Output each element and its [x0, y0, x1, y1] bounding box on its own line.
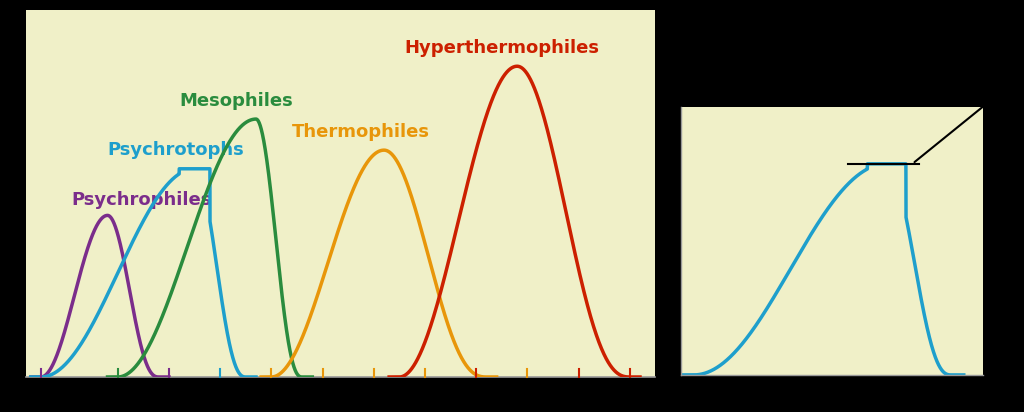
- Text: Psychrotophs: Psychrotophs: [108, 141, 245, 159]
- Text: Psychrophiles: Psychrophiles: [72, 191, 212, 209]
- Text: Thermophiles: Thermophiles: [292, 123, 430, 141]
- Text: Mesophiles: Mesophiles: [179, 92, 293, 110]
- Text: Hyperthermophiles: Hyperthermophiles: [404, 39, 599, 57]
